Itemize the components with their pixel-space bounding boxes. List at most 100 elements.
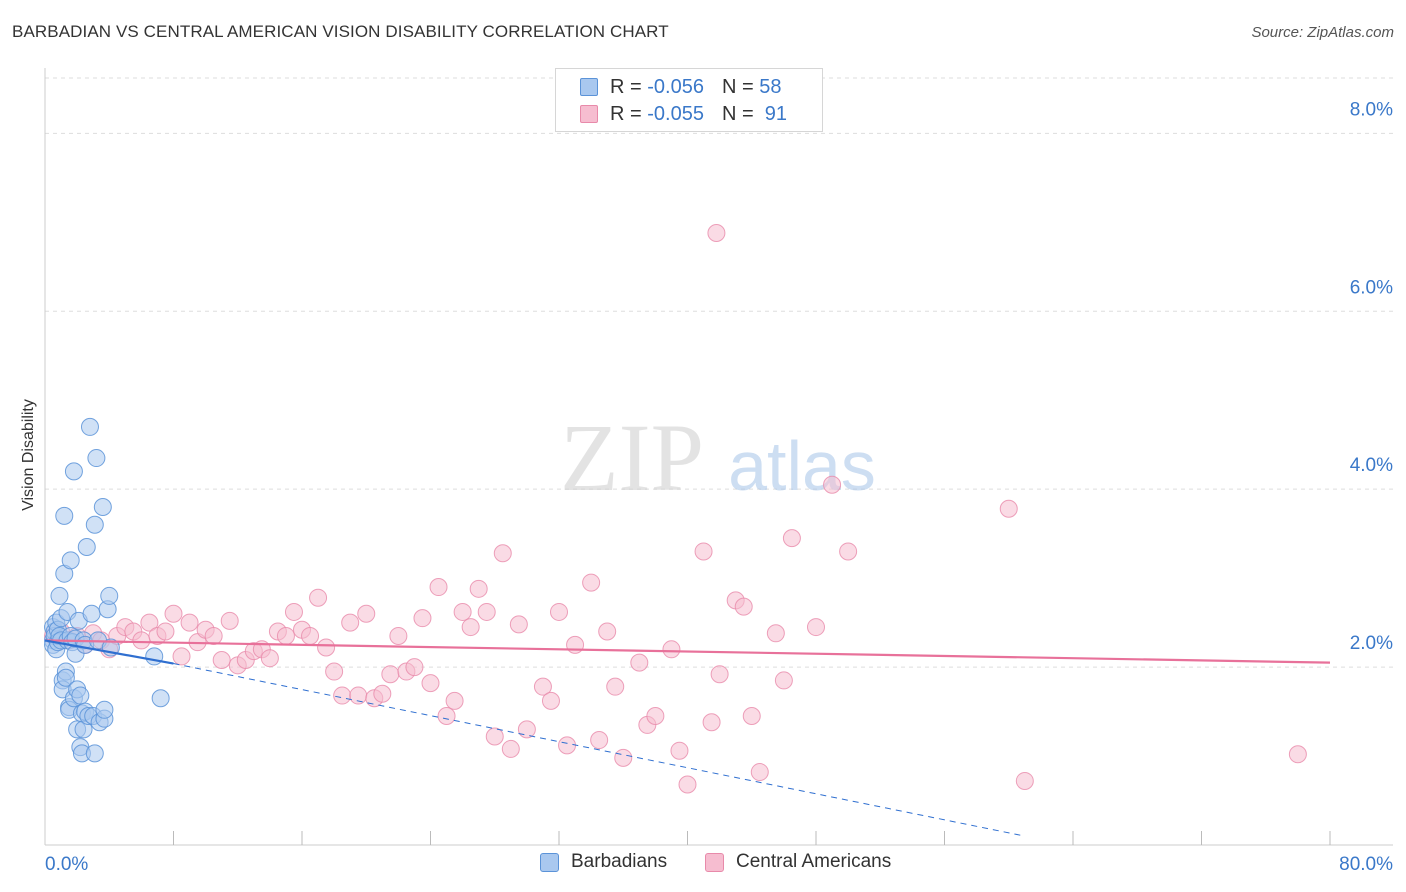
- central-american-point: [477, 602, 496, 621]
- barbadian-point: [93, 497, 112, 516]
- central-american-point: [172, 647, 191, 666]
- legend-r-value: -0.055: [647, 102, 704, 125]
- y-tick-label: 4.0%: [1350, 455, 1393, 476]
- barbadian-point: [145, 647, 164, 666]
- barbadian-point: [151, 689, 170, 708]
- legend-r-label: R =: [610, 102, 648, 125]
- tick-labels: 2.0% 4.0% 6.0% 8.0% 0.0% 80.0%: [45, 99, 1393, 875]
- central-american-point: [517, 720, 536, 739]
- central-american-point: [582, 573, 601, 592]
- axes: [44, 68, 1393, 846]
- barbadian-point: [64, 462, 83, 481]
- central-american-point: [132, 631, 151, 650]
- central-american-point: [807, 618, 825, 637]
- barbadian-point: [61, 551, 80, 570]
- central-american-point: [702, 713, 721, 732]
- legend-r-label: R =: [610, 75, 648, 98]
- central-american-point: [590, 731, 609, 750]
- central-american-point: [164, 604, 183, 623]
- barbadian-point: [71, 686, 90, 705]
- central-americans-trend-line: [44, 639, 1331, 664]
- barbadians-points: [44, 417, 170, 763]
- central-american-point: [710, 665, 729, 684]
- central-american-point: [156, 622, 175, 641]
- watermark-atlas: atlas: [728, 427, 876, 505]
- watermark-zip: ZIP: [560, 404, 704, 511]
- central-american-point: [405, 658, 424, 677]
- central-american-point: [550, 602, 568, 621]
- barbadians-trend-line: [44, 639, 174, 665]
- grid-lines: [45, 77, 1393, 668]
- barbadian-point: [85, 744, 104, 763]
- trend-lines: [44, 639, 1331, 837]
- central-american-point: [389, 626, 408, 645]
- central-american-point: [453, 602, 472, 621]
- central-american-point: [333, 686, 352, 705]
- central-american-point: [284, 602, 303, 621]
- legend-row-central-americans: R = -0.055 N = 91: [580, 101, 787, 127]
- series-label-barbadians: Barbadians: [571, 851, 668, 872]
- central-american-point: [421, 674, 440, 693]
- central-american-point: [140, 613, 159, 632]
- central-american-point: [381, 665, 400, 684]
- central-american-point: [1288, 745, 1307, 764]
- central-american-point: [533, 677, 552, 696]
- central-american-point: [742, 707, 761, 726]
- central-american-point: [469, 579, 488, 598]
- legend-n-value: 91: [759, 102, 788, 125]
- source-label: Source: ZipAtlas.com: [1251, 24, 1394, 41]
- watermark: ZIP atlas: [560, 404, 876, 511]
- central-american-point: [413, 609, 432, 628]
- central-american-point: [461, 618, 480, 637]
- central-american-point: [180, 613, 199, 632]
- barbadian-point: [56, 668, 75, 687]
- chart-title: BARBADIAN VS CENTRAL AMERICAN VISION DIS…: [12, 22, 669, 41]
- central-american-point: [373, 684, 392, 703]
- correlation-legend: R = -0.056 N = 58 R = -0.055 N = 91: [555, 68, 823, 132]
- central-american-point: [309, 588, 328, 607]
- barbadian-point: [77, 538, 96, 557]
- series-legend-central-americans[interactable]: Central Americans: [705, 851, 891, 873]
- series-swatch-blue: [540, 852, 559, 872]
- y-tick-label: 8.0%: [1350, 99, 1393, 120]
- central-american-point: [823, 475, 842, 494]
- barbadians-trend-extension: [173, 663, 1025, 837]
- central-american-point: [646, 707, 665, 726]
- barbadian-point: [85, 515, 104, 534]
- central-american-point: [212, 650, 231, 669]
- central-american-point: [678, 775, 697, 794]
- central-american-point: [341, 613, 360, 632]
- barbadian-point: [50, 586, 69, 605]
- central-american-point: [357, 604, 376, 623]
- legend-n-label: N =: [721, 75, 760, 98]
- barbadian-point: [100, 586, 119, 605]
- central-american-point: [999, 499, 1018, 518]
- x-tick-label-max: 80.0%: [1339, 854, 1393, 875]
- central-american-point: [509, 615, 528, 634]
- central-american-point: [782, 529, 801, 548]
- x-tick-label-min: 0.0%: [45, 854, 88, 875]
- barbadian-point: [82, 604, 101, 623]
- central-american-point: [485, 727, 504, 746]
- central-american-point: [437, 707, 456, 726]
- central-american-point: [1015, 771, 1034, 790]
- central-american-point: [220, 611, 239, 630]
- legend-n-value: 58: [759, 75, 782, 98]
- central-american-point: [325, 662, 344, 681]
- central-american-point: [301, 626, 320, 645]
- series-legend-barbadians[interactable]: Barbadians: [540, 851, 667, 873]
- series-label-central-americans: Central Americans: [736, 851, 892, 872]
- central-american-point: [694, 542, 713, 561]
- y-tick-label: 6.0%: [1350, 277, 1393, 298]
- barbadian-point: [55, 506, 74, 525]
- barbadian-point: [87, 449, 106, 468]
- central-american-point: [707, 224, 726, 242]
- central-american-point: [558, 736, 577, 755]
- central-american-point: [349, 686, 368, 705]
- central-american-point: [598, 622, 617, 641]
- legend-swatch-blue: [580, 78, 598, 96]
- central-american-point: [445, 691, 464, 710]
- legend-n-label: N =: [721, 102, 760, 125]
- central-american-point: [614, 748, 633, 767]
